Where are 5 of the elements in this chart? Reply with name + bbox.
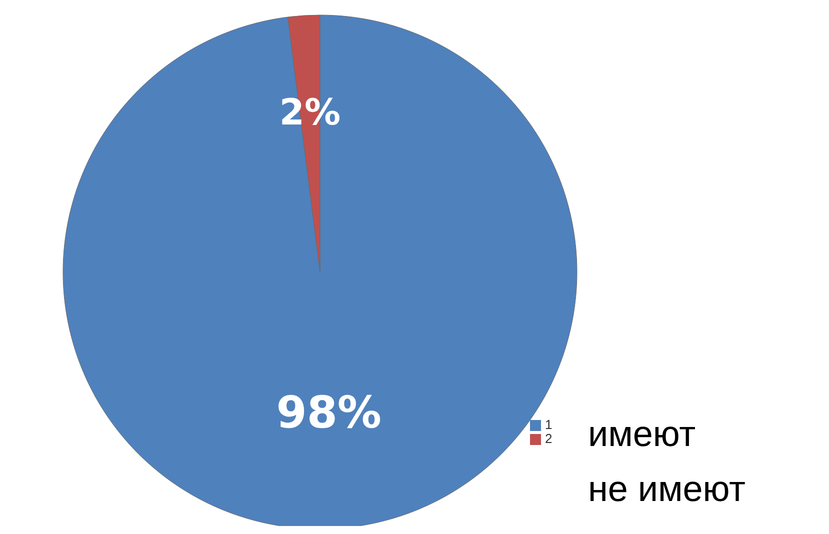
text: имеют: [588, 413, 696, 455]
data-label: 98%: [276, 388, 382, 439]
legend-label: 1: [545, 417, 552, 432]
legend-label: 2: [545, 431, 552, 446]
text: не имеют: [588, 468, 746, 510]
